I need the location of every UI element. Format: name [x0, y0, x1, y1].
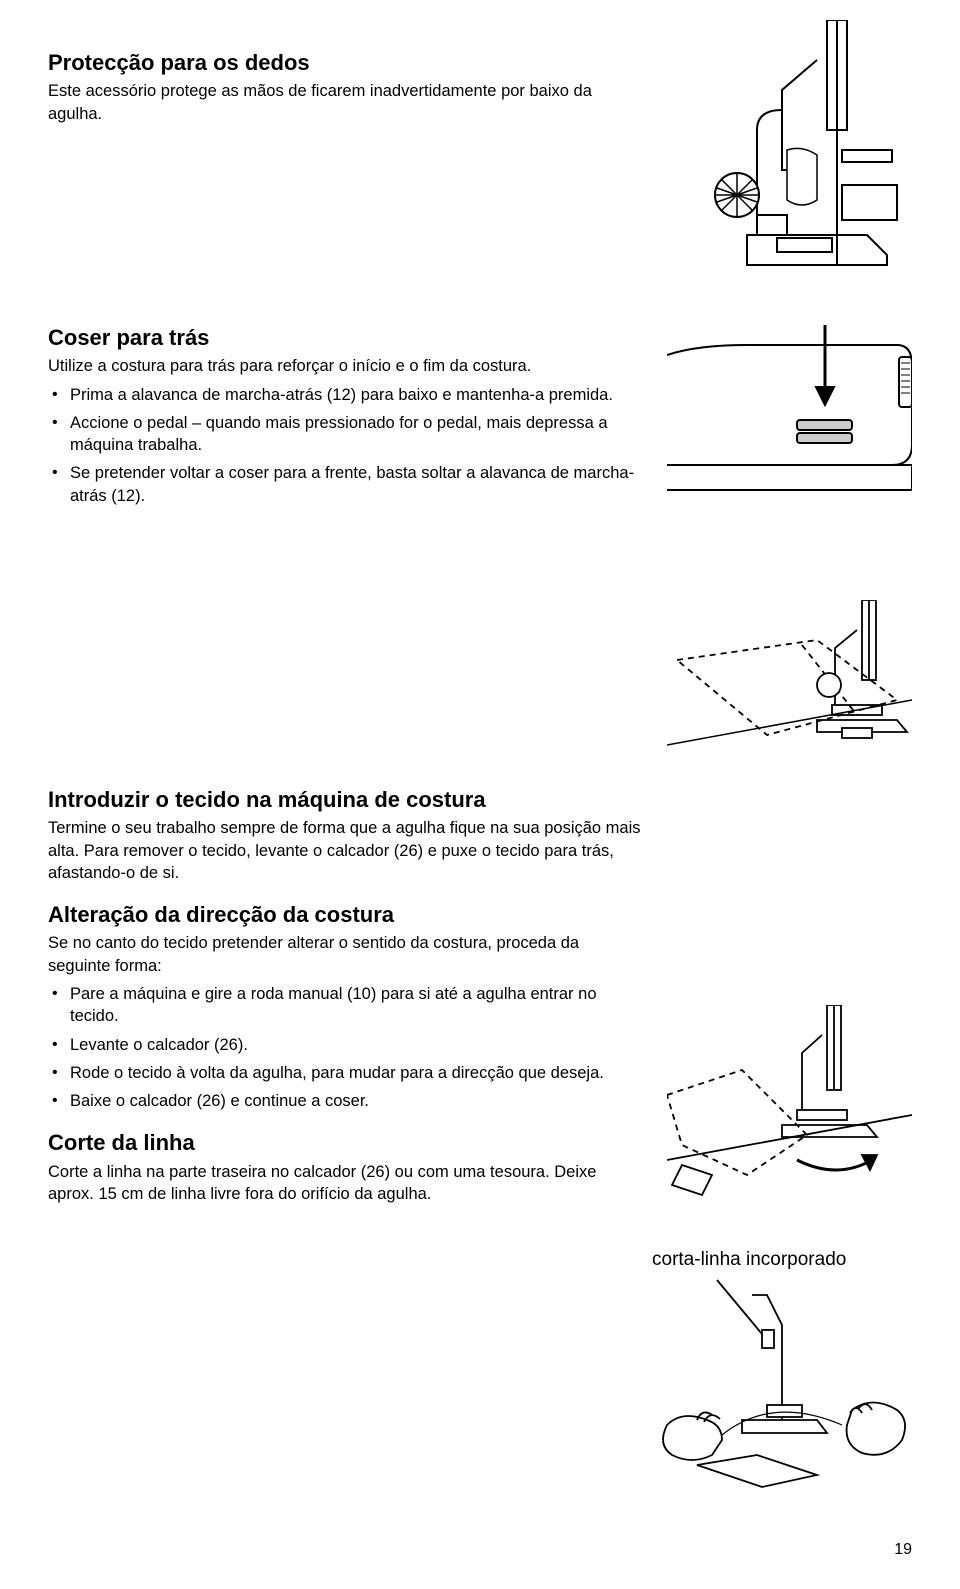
- section-title: Coser para trás: [48, 325, 643, 351]
- section-change-direction: Alteração da direcção da costura Se no c…: [48, 902, 643, 1112]
- section-intro: Utilize a costura para trás para reforça…: [48, 355, 643, 377]
- figure-reverse-lever: [667, 315, 912, 510]
- section-body: Termine o seu trabalho sempre de forma q…: [48, 817, 643, 884]
- figure-thread-cutter: corta-linha incorporado: [652, 1250, 912, 1510]
- section-body: Corte a linha na parte traseira no calca…: [48, 1161, 643, 1206]
- figure-finger-guard: [687, 20, 912, 280]
- section-reverse-sew: Coser para trás Utilize a costura para t…: [48, 325, 643, 507]
- section-list: Pare a máquina e gire a roda manual (10)…: [48, 983, 643, 1112]
- section-finger-guard: Protecção para os dedos Este acessório p…: [48, 50, 643, 125]
- list-item: Levante o calcador (26).: [48, 1034, 643, 1056]
- section-insert-fabric: Introduzir o tecido na máquina de costur…: [48, 787, 643, 884]
- section-title: Introduzir o tecido na máquina de costur…: [48, 787, 643, 813]
- section-title: Alteração da direcção da costura: [48, 902, 643, 928]
- figure-change-direction: [667, 1005, 912, 1205]
- section-list: Prima a alavanca de marcha-atrás (12) pa…: [48, 384, 643, 507]
- list-item: Accione o pedal – quando mais pressionad…: [48, 412, 643, 457]
- figure-insert-fabric: [667, 600, 912, 795]
- page-number: 19: [894, 1541, 912, 1559]
- section-title: Protecção para os dedos: [48, 50, 643, 76]
- figure-label: corta-linha incorporado: [652, 1250, 912, 1271]
- section-title: Corte da linha: [48, 1130, 643, 1156]
- main-content-column: Protecção para os dedos Este acessório p…: [48, 50, 643, 1205]
- list-item: Rode o tecido à volta da agulha, para mu…: [48, 1062, 643, 1084]
- section-intro: Se no canto do tecido pretender alterar …: [48, 932, 643, 977]
- list-item: Baixe o calcador (26) e continue a coser…: [48, 1090, 643, 1112]
- list-item: Prima a alavanca de marcha-atrás (12) pa…: [48, 384, 643, 406]
- section-cut-thread: Corte da linha Corte a linha na parte tr…: [48, 1130, 643, 1205]
- section-body: Este acessório protege as mãos de ficare…: [48, 80, 643, 125]
- list-item: Pare a máquina e gire a roda manual (10)…: [48, 983, 643, 1028]
- list-item: Se pretender voltar a coser para a frent…: [48, 462, 643, 507]
